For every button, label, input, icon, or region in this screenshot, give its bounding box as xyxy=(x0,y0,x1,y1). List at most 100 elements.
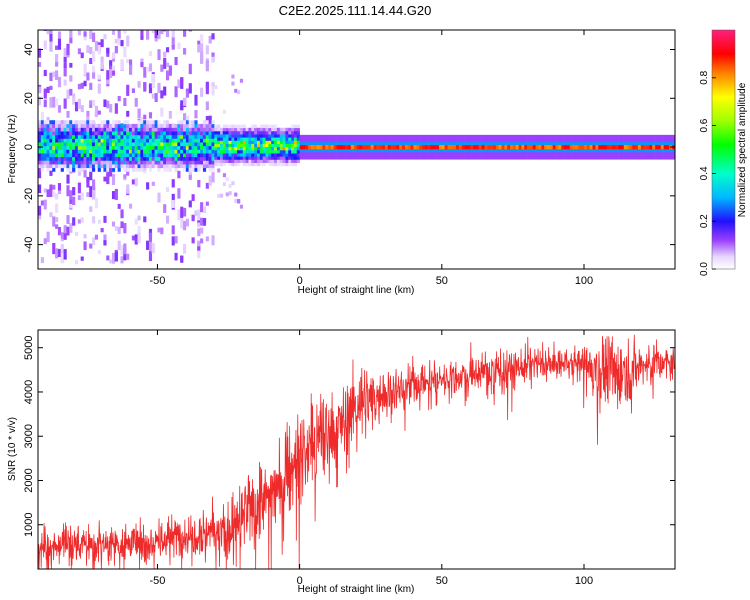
spectrogram-cell xyxy=(77,160,81,165)
spectrogram-cell xyxy=(120,209,124,219)
spectrogram-cell xyxy=(584,134,588,143)
spectrogram-cell xyxy=(538,142,542,146)
spectrogram-cell xyxy=(288,159,292,163)
spectrogram-cell xyxy=(222,130,226,135)
spectrogram-cell xyxy=(94,160,99,165)
colorbar-ticks: 0.00.20.40.60.8 xyxy=(699,70,716,276)
spectrogram-cell xyxy=(271,130,275,135)
spectrogram-cell xyxy=(239,159,244,163)
spectrogram-cell xyxy=(467,134,471,143)
spectrogram-cell xyxy=(635,142,639,146)
spectrogram-cell xyxy=(618,134,622,143)
spectrogram-cell xyxy=(356,149,360,153)
spectrogram-cell xyxy=(507,149,511,153)
spectrogram-cell xyxy=(143,120,147,125)
spectrogram-cell xyxy=(268,146,272,151)
spectrogram-cell xyxy=(92,51,96,62)
spectrogram-cell xyxy=(248,137,252,141)
spectrogram-cell xyxy=(490,142,494,146)
spectrogram-cell xyxy=(237,153,241,157)
spectrogram-cell xyxy=(188,30,192,32)
spectrogram-cell xyxy=(120,153,124,158)
spectrogram-cell xyxy=(220,130,224,135)
spectrogram-cell xyxy=(228,146,232,151)
spectrogram-cell xyxy=(569,145,573,150)
spectrogram-cell xyxy=(555,149,559,153)
spectrogram-cell xyxy=(296,137,300,141)
spectrogram-cell xyxy=(140,116,144,127)
spectrogram-cell xyxy=(638,151,642,160)
spectrogram-cell xyxy=(92,138,96,143)
spectrogram-cell xyxy=(40,200,44,206)
spectrogram-cell xyxy=(114,138,118,143)
spectrogram-cell xyxy=(154,156,158,161)
spectrogram-cell xyxy=(655,145,659,150)
spectrogram-cell xyxy=(165,127,170,132)
spectrogram-cell xyxy=(140,153,144,158)
spectrogram-cell xyxy=(197,228,201,237)
spectrogram-cell xyxy=(43,123,47,128)
spectrogram-cell xyxy=(163,123,167,128)
spectrogram-cell xyxy=(382,151,386,160)
spectrogram-cell xyxy=(43,156,47,161)
spectrogram-cell xyxy=(456,151,460,160)
x-tick-label: 100 xyxy=(575,275,593,287)
spectrogram-cell xyxy=(171,160,175,165)
spectrogram-cell xyxy=(131,235,135,241)
spectrogram-cell xyxy=(177,142,181,147)
spectrogram-cell xyxy=(268,149,272,154)
y-tick-label: 2000 xyxy=(23,468,35,492)
spectrogram-cell xyxy=(188,138,192,143)
spectrogram-cell xyxy=(271,156,275,160)
spectrogram-cell xyxy=(151,149,155,154)
spectrogram-cell xyxy=(566,149,571,153)
spectrogram-cell xyxy=(353,151,357,160)
spectrogram-cell xyxy=(245,153,249,157)
spectrogram-cell xyxy=(601,142,605,146)
spectrogram-cell xyxy=(197,131,201,136)
spectrogram-cell xyxy=(293,156,298,160)
spectrogram-cell xyxy=(319,149,323,153)
spectrogram-cell xyxy=(43,69,47,77)
spectrogram-cell xyxy=(74,164,79,169)
spectrogram-cell xyxy=(83,120,87,125)
spectrogram-cell xyxy=(549,151,554,160)
spectrogram-cell xyxy=(40,123,44,128)
spectrogram-cell xyxy=(461,134,465,143)
spectrogram-cell xyxy=(282,149,286,154)
spectrogram-cell xyxy=(262,137,266,141)
spectrogram-cell xyxy=(74,149,79,154)
spectrogram-cell xyxy=(40,142,44,147)
spectrogram-cell xyxy=(129,203,133,209)
spectrogram-cell xyxy=(461,151,465,160)
spectrogram-cell xyxy=(157,149,161,154)
spectrogram-cell xyxy=(436,149,440,153)
spectrogram-cell xyxy=(160,153,164,158)
spectrogram-cell xyxy=(302,134,306,143)
spectrogram-cell xyxy=(185,131,190,136)
spectrogram-cell xyxy=(356,145,360,150)
spectrogram-cell xyxy=(362,142,366,146)
spectrogram-cell xyxy=(66,215,70,224)
spectrogram-cell xyxy=(114,123,118,128)
spectrogram-cell xyxy=(148,156,153,161)
spectrogram-cell xyxy=(80,105,84,113)
spectrogram-cell xyxy=(89,142,93,147)
spectrogram-cell xyxy=(200,43,204,53)
spectrogram-cell xyxy=(114,38,118,44)
spectrogram-cell xyxy=(154,123,158,128)
spectrogram-cell xyxy=(185,153,190,158)
spectrogram-cell xyxy=(672,149,675,153)
spectrogram-cell xyxy=(518,142,522,146)
spectrogram-cell xyxy=(271,149,275,154)
spectrogram-cell xyxy=(299,151,303,160)
spectrogram-cell xyxy=(146,153,150,158)
spectrogram-cell xyxy=(379,149,383,153)
spectrogram-cell xyxy=(100,164,104,169)
spectrogram-cell xyxy=(339,145,343,150)
spectrogram-cell xyxy=(566,151,571,160)
spectrogram-cell xyxy=(649,145,653,150)
spectrogram-cell xyxy=(146,134,150,139)
spectrogram-cell xyxy=(86,145,90,150)
spectrogram-cell xyxy=(60,120,64,125)
